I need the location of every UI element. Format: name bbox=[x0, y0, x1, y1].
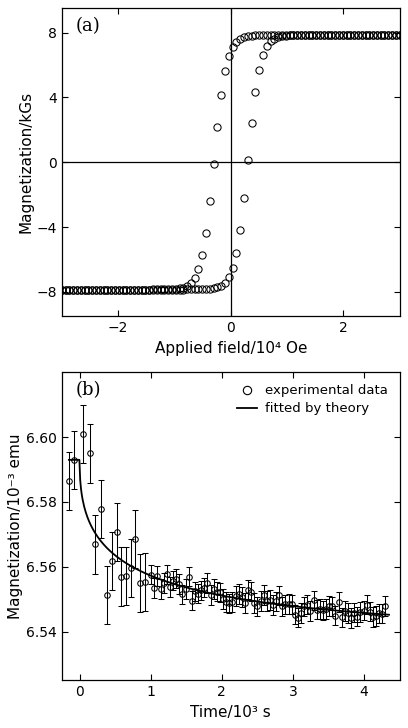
Y-axis label: Magnetization/kGs: Magnetization/kGs bbox=[19, 91, 34, 234]
Y-axis label: Magnetization/10⁻³ emu: Magnetization/10⁻³ emu bbox=[8, 434, 23, 619]
X-axis label: Applied field/10⁴ Oe: Applied field/10⁴ Oe bbox=[155, 341, 307, 356]
Text: (a): (a) bbox=[75, 17, 100, 36]
X-axis label: Time/10³ s: Time/10³ s bbox=[191, 705, 271, 720]
Legend: experimental data, fitted by theory: experimental data, fitted by theory bbox=[232, 379, 393, 421]
Text: (b): (b) bbox=[75, 381, 101, 400]
